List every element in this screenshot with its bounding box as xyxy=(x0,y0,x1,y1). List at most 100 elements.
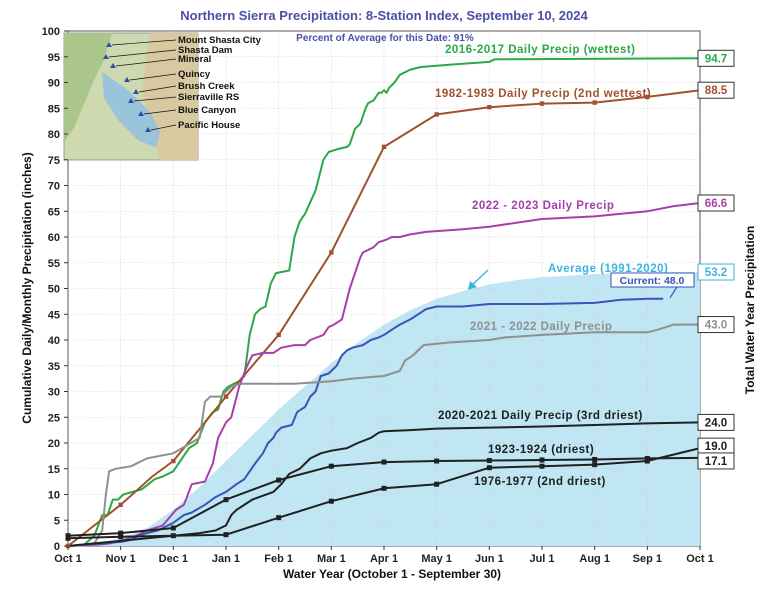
series-marker xyxy=(434,458,440,464)
y-tick-label: 10 xyxy=(48,490,60,502)
series-label: 1923-1924 (driest) xyxy=(488,444,594,456)
current-label: Current: 48.0 xyxy=(620,275,685,287)
series-label: 2021 - 2022 Daily Precip xyxy=(470,321,612,333)
y-tick-label: 60 xyxy=(48,232,60,244)
station-label: Mineral xyxy=(178,54,211,65)
station-label: Sierraville RS xyxy=(178,92,239,103)
x-tick-label: Oct 1 xyxy=(54,553,82,565)
station-label: Shasta Dam xyxy=(178,45,232,56)
end-value-box xyxy=(697,49,735,67)
y-tick-label: 85 xyxy=(48,103,60,115)
x-tick-label: Dec 1 xyxy=(159,553,188,565)
series-marker xyxy=(118,502,123,507)
series-marker xyxy=(486,465,492,471)
series-marker xyxy=(539,101,545,106)
chart-subtitle: Percent of Average for this Date: 91% xyxy=(296,33,474,44)
x-tick-label: Aug 1 xyxy=(579,553,610,565)
map-terrain-west xyxy=(64,33,112,142)
series-label: 2022 - 2023 Daily Precip xyxy=(472,200,614,212)
station-leader xyxy=(115,58,177,67)
grid-lines xyxy=(68,31,700,546)
series-marker xyxy=(118,534,124,540)
station-marker-icon xyxy=(124,77,130,82)
map-watershed xyxy=(102,72,160,148)
series-line xyxy=(67,421,701,547)
series-marker xyxy=(276,515,282,521)
end-value-box xyxy=(697,452,735,470)
y-tick-label: 30 xyxy=(48,387,60,399)
series-marker xyxy=(592,462,598,468)
station-marker-icon xyxy=(106,42,112,47)
y-tick-label: 55 xyxy=(48,258,60,270)
y-axis-label: Cumulative Daily/Monthly Precipitation (… xyxy=(20,152,34,423)
x-tick-label: Apr 1 xyxy=(370,553,398,565)
current-box xyxy=(610,272,695,288)
y-tick-label: 15 xyxy=(48,464,60,476)
end-value-box xyxy=(697,413,735,431)
end-value-label: 19.0 xyxy=(705,441,727,453)
y-axis-ticks: 0 5 10 15 20 25 30 35 40 45 50 55 60 65 70 75 80 85 90 95 10… xyxy=(42,26,68,553)
series-marker xyxy=(486,458,492,464)
chart-title: Northern Sierra Precipitation: 8-Station… xyxy=(180,8,588,23)
series-marker xyxy=(328,463,334,469)
series-marker xyxy=(118,530,124,536)
x-tick-label: Feb 1 xyxy=(264,553,293,565)
end-value-label: 88.5 xyxy=(705,85,728,97)
x-axis-ticks: Oct 1 Nov 1 Dec 1 Jan 1 Feb 1 Mar 1 Apr 1 May 1… xyxy=(54,546,714,565)
x-tick-label: Nov 1 xyxy=(106,553,136,565)
right-axis-label: Total Water Year Precipitation xyxy=(743,226,757,395)
station-marker-icon xyxy=(110,63,116,68)
x-tick-label: Oct 1 xyxy=(686,553,714,565)
y-tick-label: 25 xyxy=(48,412,60,424)
series-label: 1982-1983 Daily Precip (2nd wettest) xyxy=(435,88,651,100)
series-marker xyxy=(170,525,176,531)
end-value-label: 53.2 xyxy=(705,267,727,279)
end-value-label: 17.1 xyxy=(705,456,728,468)
station-marker-icon xyxy=(133,89,139,94)
series-label: 2020-2021 Daily Precip (3rd driest) xyxy=(438,410,643,422)
series-labels: 2016-2017 Daily Precip (wettest) 1982-198… xyxy=(435,44,695,488)
series-marker xyxy=(434,481,440,487)
series-marker xyxy=(276,332,281,338)
series-marker xyxy=(487,105,492,110)
y-tick-label: 90 xyxy=(48,78,60,90)
end-value-label: 66.6 xyxy=(705,198,727,210)
y-tick-label: 70 xyxy=(48,181,60,193)
station-marker-icon xyxy=(103,54,109,59)
station-marker-icon xyxy=(128,98,134,103)
y-tick-label: 5 xyxy=(54,515,60,527)
station-label: Blue Canyon xyxy=(178,105,236,116)
station-label: Mount Shasta City xyxy=(178,35,262,46)
series-line xyxy=(67,57,701,547)
series-label: 2016-2017 Daily Precip (wettest) xyxy=(445,44,636,56)
series-line xyxy=(67,323,700,547)
station-leader xyxy=(143,109,177,115)
y-tick-label: 0 xyxy=(54,541,60,553)
y-tick-label: 40 xyxy=(48,335,60,347)
station-marker-icon xyxy=(138,111,144,116)
x-axis-label: Water Year (October 1 - September 30) xyxy=(283,567,501,581)
series-marker xyxy=(329,250,334,255)
y-tick-label: 50 xyxy=(48,284,60,296)
series-marker xyxy=(65,533,71,539)
y-tick-label: 65 xyxy=(48,206,60,218)
y-tick-label: 95 xyxy=(48,52,60,64)
series-marker xyxy=(171,458,176,464)
end-values: 94.7 88.5 66.6 53.2 43.0 24.0 19.0 17.1 xyxy=(697,49,735,470)
average-arrow-icon xyxy=(468,281,477,290)
series-marker xyxy=(223,394,229,399)
x-tick-label: Sep 1 xyxy=(633,553,662,565)
station-leader xyxy=(150,124,177,131)
series-line xyxy=(67,297,664,547)
y-tick-label: 100 xyxy=(42,26,60,38)
end-value-box xyxy=(697,81,735,99)
x-tick-label: Jun 1 xyxy=(475,553,504,565)
series-marker xyxy=(223,497,229,503)
series-marker xyxy=(65,535,71,541)
current-pointer-line xyxy=(669,286,678,299)
series-marker xyxy=(276,477,282,483)
average-arrow-line xyxy=(470,269,489,287)
end-value-box xyxy=(697,194,735,212)
